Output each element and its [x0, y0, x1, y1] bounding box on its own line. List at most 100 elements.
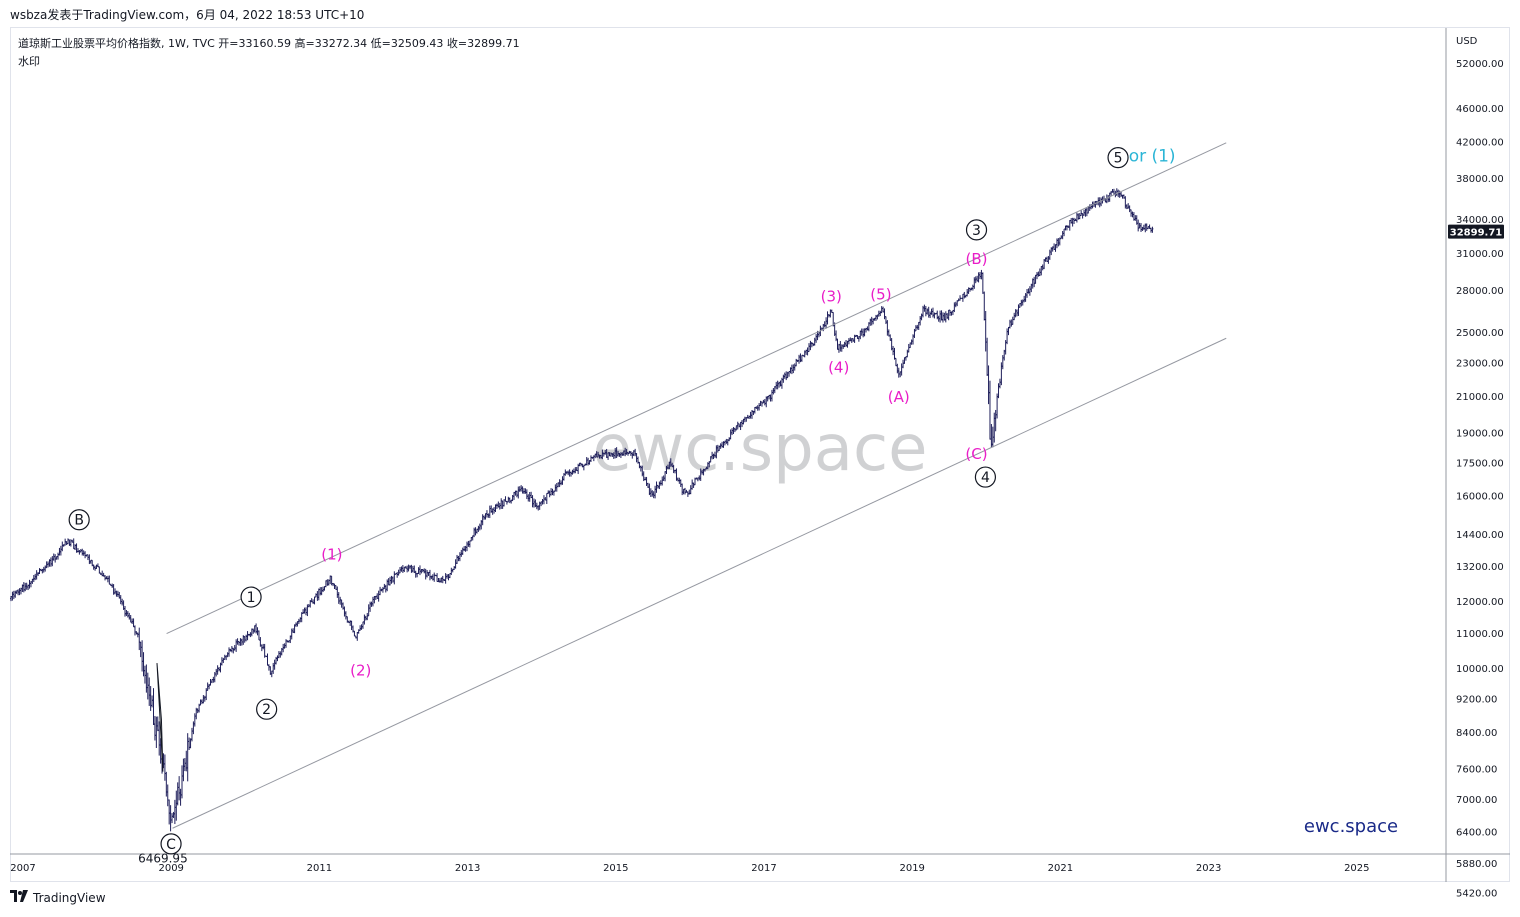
candle	[585, 457, 588, 466]
candle	[1023, 295, 1026, 303]
candle	[896, 363, 899, 374]
candle	[799, 353, 802, 363]
candle	[810, 341, 813, 348]
candle	[155, 716, 158, 749]
candle	[1034, 274, 1037, 284]
candle	[61, 541, 64, 552]
wave-label: (B)	[966, 250, 988, 268]
candle	[894, 357, 897, 367]
candle	[401, 565, 404, 573]
candle	[384, 584, 387, 593]
candle	[12, 590, 15, 600]
candle	[176, 782, 179, 806]
candle	[1026, 288, 1029, 298]
candle	[862, 328, 865, 338]
candle	[528, 491, 531, 502]
candle	[453, 565, 456, 570]
candle	[149, 686, 152, 711]
last-price-tag	[1448, 224, 1504, 239]
candle	[450, 567, 453, 575]
candle	[407, 564, 410, 572]
candle	[1011, 316, 1014, 325]
candle	[456, 554, 459, 565]
candle	[346, 616, 349, 623]
candle	[28, 579, 31, 589]
candle	[561, 476, 564, 485]
chart-frame[interactable]	[10, 27, 1510, 882]
candle	[438, 578, 441, 583]
candle	[758, 403, 761, 411]
candle	[222, 657, 225, 664]
wave-label-3: 3	[965, 219, 988, 241]
candle	[1041, 264, 1044, 271]
candle	[846, 340, 849, 348]
candle	[571, 469, 574, 475]
candle	[545, 492, 548, 505]
candle	[800, 354, 803, 362]
candle	[54, 554, 57, 563]
candle	[293, 624, 296, 634]
candle	[570, 471, 573, 477]
candle	[163, 754, 166, 781]
candle	[337, 592, 340, 604]
candle	[525, 489, 528, 500]
candle	[839, 341, 842, 352]
candle	[200, 699, 203, 705]
candle	[304, 607, 307, 616]
candle	[25, 582, 28, 590]
candle	[329, 575, 332, 585]
candle	[270, 670, 273, 678]
candle	[542, 495, 545, 505]
candle	[319, 587, 322, 596]
candle	[532, 498, 535, 508]
candle	[785, 371, 788, 381]
footer[interactable]: TradingView	[10, 890, 106, 906]
candle	[488, 505, 491, 519]
candle	[263, 643, 266, 658]
candle	[210, 679, 213, 684]
candle	[272, 662, 275, 674]
candle	[947, 309, 950, 321]
candle	[517, 486, 520, 499]
y-tick-label: 5880.00	[1456, 859, 1497, 870]
candle	[477, 525, 480, 532]
candle	[116, 590, 119, 597]
candle	[1075, 212, 1078, 223]
candle	[279, 651, 282, 658]
candle	[104, 574, 107, 581]
y-tick-label: 12000.00	[1456, 597, 1504, 608]
wave-label-1: 1	[240, 586, 262, 608]
candle	[246, 631, 249, 641]
candle	[893, 347, 896, 360]
y-tick-label: 10000.00	[1456, 664, 1504, 675]
candle	[202, 695, 205, 704]
candle	[369, 601, 372, 612]
last-price-value: 32899.71	[1450, 228, 1503, 239]
y-tick-label: 14400.00	[1456, 530, 1504, 541]
candle	[919, 316, 922, 326]
candle	[651, 490, 654, 497]
candle	[1107, 195, 1110, 203]
candle	[339, 596, 342, 605]
candle	[189, 738, 192, 749]
candle	[124, 605, 126, 617]
candle	[535, 502, 538, 510]
candle	[108, 575, 111, 585]
candle	[361, 621, 364, 629]
candle	[290, 628, 293, 640]
candle	[1078, 213, 1081, 220]
candle	[181, 765, 183, 799]
candle	[215, 668, 218, 677]
candle	[974, 276, 977, 284]
candle	[920, 313, 923, 321]
candle	[44, 565, 47, 572]
candle	[166, 784, 169, 807]
candle	[316, 591, 319, 601]
candle	[467, 540, 470, 547]
candle	[770, 389, 773, 402]
candle	[1027, 288, 1030, 294]
candle	[977, 272, 980, 283]
candle	[498, 502, 501, 510]
svg-text:1: 1	[247, 590, 256, 606]
